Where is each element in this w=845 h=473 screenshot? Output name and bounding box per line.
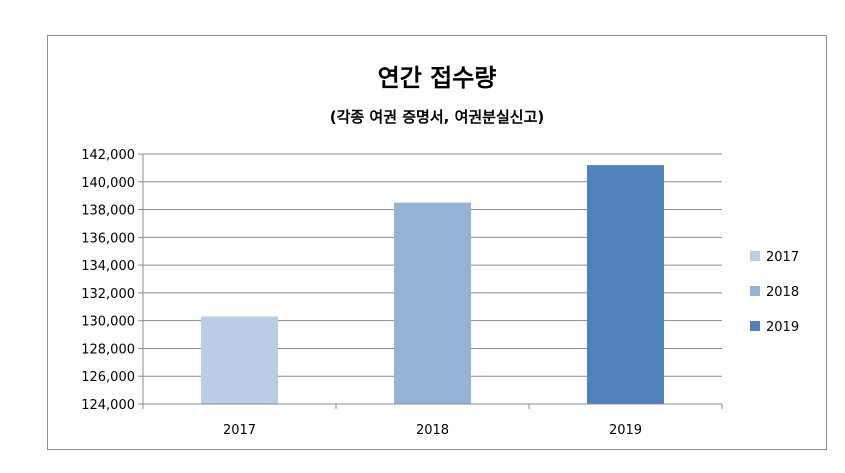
- bar-2019: [587, 165, 664, 404]
- x-tick-labels: 2017 2018 2019: [223, 423, 642, 438]
- legend-swatch-2019: [750, 321, 760, 331]
- y-tick-label: 136,000: [81, 231, 135, 246]
- y-tick-label: 124,000: [81, 398, 135, 413]
- y-tick-label: 132,000: [81, 287, 135, 302]
- x-tick-label: 2017: [223, 423, 256, 438]
- y-tick-label: 134,000: [81, 259, 135, 274]
- y-tick-label: 130,000: [81, 315, 135, 330]
- x-tick-label: 2018: [416, 423, 449, 438]
- axes: [142, 154, 723, 409]
- y-tick-label: 142,000: [81, 148, 135, 163]
- legend-label-2017: 2017: [766, 250, 799, 265]
- chart-subtitle: (각종 여권 증명서, 여권분실신고): [330, 108, 544, 126]
- legend: 2017 2018 2019: [750, 250, 799, 335]
- bars: [201, 165, 664, 404]
- bar-2018: [394, 202, 471, 404]
- y-tick-label: 140,000: [81, 176, 135, 191]
- legend-label-2018: 2018: [766, 285, 799, 300]
- legend-swatch-2018: [750, 286, 760, 296]
- y-tick-label: 138,000: [81, 204, 135, 219]
- y-tick-label: 126,000: [81, 370, 135, 385]
- chart-title: 연간 접수량: [378, 64, 497, 92]
- legend-swatch-2017: [750, 251, 760, 261]
- y-tick-label: 128,000: [81, 342, 135, 357]
- y-tick-labels: 124,000 126,000 128,000 130,000 132,000 134,0…: [81, 148, 135, 413]
- bar-2017: [201, 316, 278, 404]
- x-tick-label: 2019: [609, 423, 642, 438]
- legend-label-2019: 2019: [766, 320, 799, 335]
